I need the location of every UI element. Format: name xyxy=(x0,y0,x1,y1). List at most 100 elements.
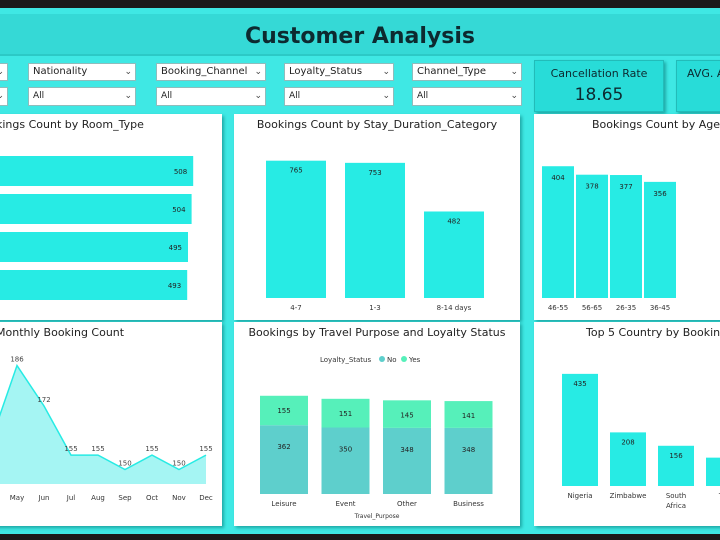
tick-label: 46-55 xyxy=(548,304,568,312)
data-label: 404 xyxy=(551,174,565,182)
bar-no xyxy=(260,425,308,494)
tick-label: 1-3 xyxy=(369,304,380,312)
panel-stay-duration: Bookings Count by Stay_Duration_Category… xyxy=(234,114,520,320)
chevron-down-icon: ⌄ xyxy=(510,67,518,77)
data-label: 155 xyxy=(199,445,212,453)
legend-label: Yes xyxy=(408,356,421,364)
bar-yes xyxy=(444,401,493,428)
chart-title: Bookings by Travel Purpose and Loyalty S… xyxy=(248,326,506,339)
data-label: 172 xyxy=(37,396,50,404)
data-label: 141 xyxy=(462,412,475,420)
chart-room-type: 508 504 495 493 xyxy=(0,156,194,300)
card-value: 18.65 xyxy=(574,85,624,105)
data-label: 155 xyxy=(91,445,104,453)
chart-title: Monthly Booking Count xyxy=(0,326,125,339)
tick-label: Jun xyxy=(38,494,50,502)
slicer-label: ⌄ xyxy=(0,63,8,81)
slicer-label: Loyalty_Status ⌄ xyxy=(284,63,394,81)
slicer-value[interactable]: All ⌄ xyxy=(412,87,522,106)
bar-yes xyxy=(383,400,431,428)
data-label: 145 xyxy=(400,411,413,419)
card-cancellation-rate: Cancellation Rate 18.65 xyxy=(534,60,664,112)
card-label: AVG. A xyxy=(687,67,720,80)
title-bar: Customer Analysis xyxy=(0,14,720,56)
data-label: 186 xyxy=(10,356,24,364)
legend-label: No xyxy=(387,356,397,364)
tick-label: Jul xyxy=(66,494,76,502)
tick-label: Other xyxy=(397,500,417,508)
data-label: 356 xyxy=(653,190,667,198)
data-label: 362 xyxy=(277,443,290,451)
tick-label: Event xyxy=(335,500,355,508)
data-label: 508 xyxy=(174,168,187,176)
data-label: 156 xyxy=(669,452,683,460)
chevron-down-icon: ⌄ xyxy=(124,91,132,101)
slicer-value[interactable]: All ⌄ xyxy=(28,87,136,106)
tick-label: 26-35 xyxy=(616,304,636,312)
slicer-hidden[interactable]: ⌄ ⌄ xyxy=(0,60,12,108)
chevron-down-icon: ⌄ xyxy=(0,91,4,101)
bar xyxy=(542,166,574,298)
chart-title: Top 5 Country by Bookin xyxy=(586,326,720,339)
tick-label: Business xyxy=(453,500,484,508)
chevron-down-icon: ⌄ xyxy=(254,67,262,77)
tick-label: Aug xyxy=(91,494,105,502)
bar-no xyxy=(383,427,431,494)
bar xyxy=(0,194,192,224)
data-label: 753 xyxy=(368,169,381,177)
data-label: 155 xyxy=(145,445,158,453)
legend-marker xyxy=(401,356,407,362)
data-label: 493 xyxy=(168,282,181,290)
tick-label: South xyxy=(666,492,686,500)
tick-label: May xyxy=(10,494,24,502)
slicer-value[interactable]: ⌄ xyxy=(0,87,8,106)
tick-label: Oct xyxy=(146,494,158,502)
page-title: Customer Analysis xyxy=(244,24,476,49)
bar-yes xyxy=(321,398,370,428)
panel-room-type: kings Count by Room_Type 508 504 495 493 xyxy=(0,114,222,320)
tick-label: 56-65 xyxy=(582,304,602,312)
chart-title: Bookings Count by Stay_Duration_Category xyxy=(256,118,498,131)
chart-stay-duration: 765 4-7 753 1-3 482 8-14 days xyxy=(266,160,484,312)
card-label: Cancellation Rate xyxy=(550,67,648,80)
chart-title: Bookings Count by Age xyxy=(592,118,720,131)
slicer-label: Nationality ⌄ xyxy=(28,63,136,81)
chart-age: 404 46-55 378 56-65 377 26-35 356 36-45 xyxy=(542,166,676,312)
bar xyxy=(0,156,194,186)
data-label: 155 xyxy=(277,407,290,415)
legend-title: Loyalty_Status xyxy=(320,356,371,364)
data-label: 504 xyxy=(172,206,186,214)
chevron-down-icon: ⌄ xyxy=(124,67,132,77)
chevron-down-icon: ⌄ xyxy=(510,91,518,101)
chart-top-country: 435 Nigeria 208 Zimbabwe 156 South Africa Tar xyxy=(562,373,720,510)
bar-no xyxy=(321,427,370,494)
slicer-value[interactable]: All ⌄ xyxy=(284,87,394,106)
slicer-channel-type[interactable]: Channel_Type ⌄ All ⌄ xyxy=(408,60,526,108)
tick-label: Leisure xyxy=(271,500,296,508)
chart-travel-purpose: Loyalty_Status No Yes 362 155 Leisure 350 151 Ev… xyxy=(260,356,493,520)
chart-title: kings Count by Room_Type xyxy=(0,118,144,131)
dashboard-frame: Customer Analysis ⌄ ⌄ Nationality ⌄ All ⌄ … xyxy=(0,8,720,534)
tick-label: Nigeria xyxy=(567,492,592,500)
bar xyxy=(0,270,188,300)
axis-label: Travel_Purpose xyxy=(354,513,400,520)
tick-label: Nov xyxy=(172,494,186,502)
data-label: 348 xyxy=(400,446,413,454)
slicer-loyalty-status[interactable]: Loyalty_Status ⌄ All ⌄ xyxy=(280,60,398,108)
chevron-down-icon: ⌄ xyxy=(382,67,390,77)
series-line xyxy=(0,363,207,471)
data-label: 150 xyxy=(172,460,185,468)
data-label: 350 xyxy=(339,446,352,454)
area-fill xyxy=(0,365,206,484)
data-label: 435 xyxy=(573,380,586,388)
slicer-value[interactable]: All ⌄ xyxy=(156,87,266,106)
data-label: 765 xyxy=(289,167,302,175)
slicer-nationality[interactable]: Nationality ⌄ All ⌄ xyxy=(24,60,140,108)
panel-monthly: Monthly Booking Count 186 May 172 Jun 155 Jul… xyxy=(0,322,222,526)
bar xyxy=(576,174,608,298)
tick-label: 4-7 xyxy=(290,304,301,312)
slicer-booking-channel[interactable]: Booking_Channel ⌄ All ⌄ xyxy=(152,60,270,108)
tick-label: Dec xyxy=(199,494,213,502)
card-avg: AVG. A xyxy=(676,60,720,112)
data-label: 495 xyxy=(169,244,182,252)
